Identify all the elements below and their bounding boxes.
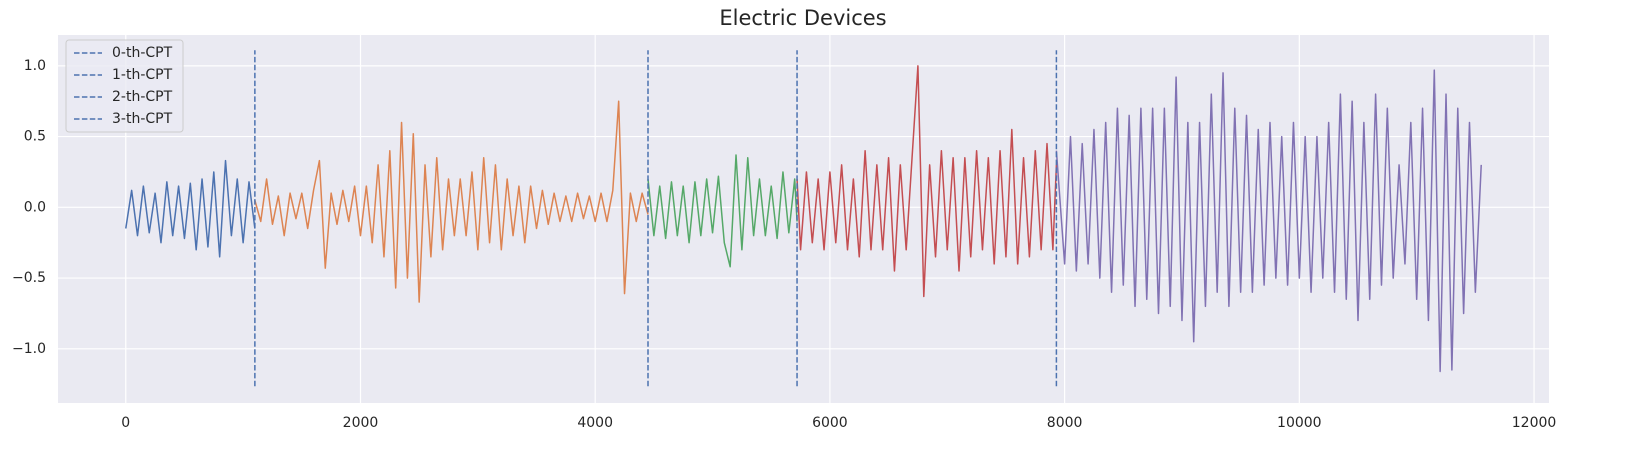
y-tick-label: 0.5 [24, 129, 46, 145]
legend-label: 0-th-CPT [112, 45, 173, 61]
legend-label: 3-th-CPT [112, 111, 173, 127]
legend-box [65, 39, 184, 133]
x-tick-label: 2000 [343, 415, 379, 431]
x-tick-label: 10000 [1277, 415, 1322, 431]
legend-label: 1-th-CPT [112, 67, 173, 83]
y-tick-label: −0.5 [12, 270, 46, 286]
series-line [254, 100, 649, 303]
series-line [125, 159, 256, 258]
x-tick-label: 4000 [577, 415, 613, 431]
series-line [647, 154, 798, 268]
x-tick-label: 6000 [812, 415, 848, 431]
y-tick-label: 1.0 [24, 58, 46, 74]
series-line [1055, 69, 1482, 373]
x-tick-label: 8000 [1047, 415, 1083, 431]
series-line [796, 65, 1058, 298]
y-tick-label: 0.0 [24, 199, 46, 215]
y-tick-label: −1.0 [12, 341, 46, 357]
x-tick-label: 0 [121, 415, 130, 431]
chart-title: Electric Devices [719, 6, 886, 30]
x-tick-label: 12000 [1512, 415, 1557, 431]
legend-label: 2-th-CPT [112, 89, 173, 105]
